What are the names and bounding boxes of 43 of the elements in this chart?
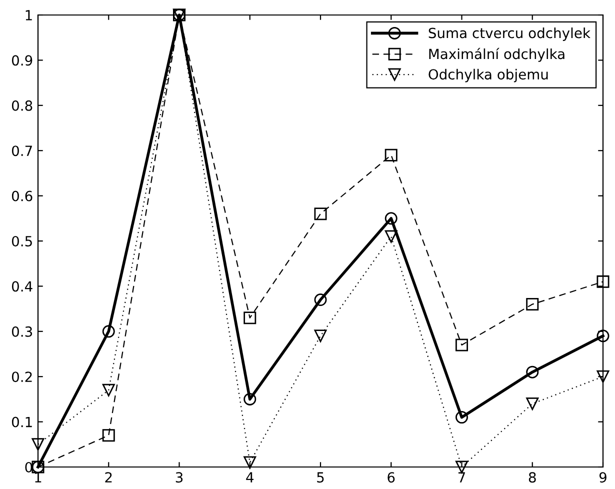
point bbox=[244, 312, 256, 324]
point bbox=[314, 330, 327, 342]
point bbox=[456, 460, 468, 474]
point bbox=[596, 275, 610, 288]
point bbox=[102, 384, 115, 396]
point bbox=[526, 366, 539, 378]
y-tick-label: 0.6 bbox=[12, 190, 32, 202]
point bbox=[244, 456, 256, 469]
y-tick-label: 0.2 bbox=[12, 372, 32, 382]
point bbox=[596, 370, 610, 383]
legend-label: Maximální odchylka bbox=[429, 48, 564, 62]
x-tick-label: 8 bbox=[528, 472, 536, 483]
x-tick-label: 3 bbox=[176, 472, 183, 483]
point bbox=[32, 438, 44, 451]
x-tick-label: 4 bbox=[246, 472, 254, 482]
y-tick-label: 0.8 bbox=[12, 100, 32, 111]
point bbox=[526, 397, 539, 410]
y-tick-label: 1 bbox=[26, 10, 32, 20]
y-tick-label: 0.3 bbox=[12, 326, 32, 337]
point bbox=[456, 338, 468, 352]
y-tick-label: 0.9 bbox=[12, 55, 32, 66]
y-tick-label: 0.1 bbox=[12, 416, 32, 428]
y-tick-label: 0 bbox=[25, 462, 32, 472]
point bbox=[384, 212, 398, 225]
point bbox=[314, 294, 327, 306]
point bbox=[244, 392, 256, 406]
x-tick-label: 6 bbox=[388, 472, 395, 483]
point bbox=[456, 411, 468, 424]
y-tick-label: 0.4 bbox=[12, 281, 32, 292]
point bbox=[526, 298, 539, 311]
point bbox=[384, 230, 398, 243]
y-tick-label: 0.5 bbox=[12, 236, 32, 246]
x-tick-label: 2 bbox=[105, 472, 112, 482]
x-tick-label: 9 bbox=[599, 472, 606, 483]
y-tick-label: 0.7 bbox=[12, 146, 32, 156]
point bbox=[596, 330, 610, 342]
legend-label: Suma ctvercu odchylek bbox=[428, 28, 590, 41]
point bbox=[102, 429, 115, 442]
x-tick-label: 5 bbox=[317, 472, 324, 483]
point bbox=[314, 208, 327, 220]
point bbox=[102, 325, 115, 338]
legend-label: Odchylka objemu bbox=[428, 68, 548, 82]
point bbox=[384, 148, 398, 162]
